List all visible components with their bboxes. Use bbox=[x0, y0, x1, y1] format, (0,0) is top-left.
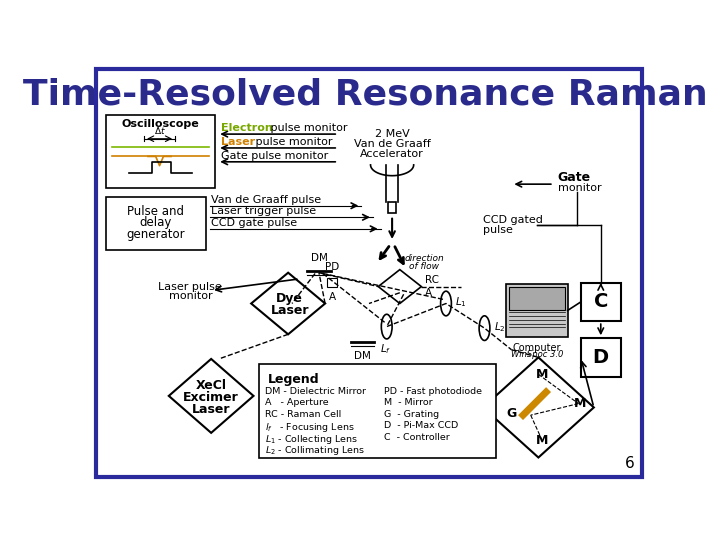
Polygon shape bbox=[251, 273, 325, 334]
Text: Laser: Laser bbox=[271, 304, 309, 317]
Text: $L_f$: $L_f$ bbox=[379, 342, 391, 356]
Text: RC: RC bbox=[426, 275, 439, 286]
Text: Van de Graaff: Van de Graaff bbox=[354, 139, 431, 149]
Text: M: M bbox=[536, 434, 549, 447]
Text: Pulse and: Pulse and bbox=[127, 205, 184, 218]
Ellipse shape bbox=[382, 314, 392, 339]
Polygon shape bbox=[168, 359, 253, 433]
Text: D: D bbox=[593, 348, 609, 367]
Text: Time-Resolved Resonance Raman: Time-Resolved Resonance Raman bbox=[23, 77, 708, 111]
FancyBboxPatch shape bbox=[506, 284, 567, 336]
Text: CCD gated: CCD gated bbox=[483, 215, 543, 225]
Text: delay: delay bbox=[140, 216, 172, 229]
Text: Laser trigger pulse: Laser trigger pulse bbox=[211, 206, 316, 217]
FancyBboxPatch shape bbox=[581, 283, 621, 321]
Text: Gate pulse monitor: Gate pulse monitor bbox=[221, 151, 328, 161]
Text: 2 MeV: 2 MeV bbox=[374, 129, 410, 139]
Text: D  - Pi-Max CCD: D - Pi-Max CCD bbox=[384, 421, 458, 430]
Text: A: A bbox=[328, 292, 336, 301]
Ellipse shape bbox=[441, 291, 451, 316]
Text: $L_2$ - Collimating Lens: $L_2$ - Collimating Lens bbox=[265, 444, 365, 457]
FancyBboxPatch shape bbox=[106, 197, 206, 249]
Text: RC - Raman Cell: RC - Raman Cell bbox=[265, 410, 341, 418]
Text: monitor: monitor bbox=[168, 291, 212, 301]
Ellipse shape bbox=[479, 316, 490, 340]
Text: C  - Controller: C - Controller bbox=[384, 433, 449, 442]
Text: generator: generator bbox=[127, 228, 185, 241]
Text: C: C bbox=[593, 293, 608, 312]
Text: pulse: pulse bbox=[483, 225, 513, 234]
Text: pulse monitor: pulse monitor bbox=[252, 137, 333, 147]
Text: G: G bbox=[507, 407, 517, 420]
Text: 6: 6 bbox=[625, 456, 634, 471]
Text: $l_f$   - Focusing Lens: $l_f$ - Focusing Lens bbox=[265, 421, 355, 434]
FancyBboxPatch shape bbox=[259, 363, 496, 457]
Text: XeCl: XeCl bbox=[196, 379, 227, 392]
FancyBboxPatch shape bbox=[388, 202, 396, 213]
Text: Accelerator: Accelerator bbox=[360, 149, 424, 159]
Text: A   - Aperture: A - Aperture bbox=[265, 398, 328, 407]
Text: monitor: monitor bbox=[558, 183, 601, 193]
FancyBboxPatch shape bbox=[327, 278, 338, 287]
Text: M: M bbox=[574, 397, 586, 410]
Text: DM: DM bbox=[354, 351, 372, 361]
Text: Electron: Electron bbox=[221, 123, 273, 133]
Text: PD - Fast photodiode: PD - Fast photodiode bbox=[384, 387, 482, 396]
Text: M: M bbox=[536, 368, 549, 381]
Text: Gate: Gate bbox=[558, 172, 591, 185]
Text: $L_1$: $L_1$ bbox=[455, 295, 467, 309]
Text: Computer: Computer bbox=[513, 343, 561, 353]
Text: A: A bbox=[426, 288, 432, 298]
Text: WinSpoc 3.0: WinSpoc 3.0 bbox=[510, 350, 563, 360]
Text: Excimer: Excimer bbox=[184, 391, 239, 404]
Text: M  - Mirror: M - Mirror bbox=[384, 398, 432, 407]
Text: G  - Grating: G - Grating bbox=[384, 410, 438, 418]
Text: DM - Dielectric Mirror: DM - Dielectric Mirror bbox=[265, 387, 366, 396]
Text: $\Delta t$: $\Delta t$ bbox=[153, 125, 166, 136]
FancyBboxPatch shape bbox=[509, 287, 564, 309]
Polygon shape bbox=[378, 269, 421, 303]
Text: $L_2$: $L_2$ bbox=[494, 320, 505, 334]
Text: of flow: of flow bbox=[410, 262, 439, 271]
FancyBboxPatch shape bbox=[106, 115, 215, 188]
Text: Laser pulse: Laser pulse bbox=[158, 281, 222, 292]
Text: Laser: Laser bbox=[221, 137, 256, 147]
Text: Oscilloscope: Oscilloscope bbox=[122, 119, 199, 129]
Text: Laser: Laser bbox=[192, 403, 230, 416]
Text: direction: direction bbox=[405, 254, 444, 264]
Text: pulse monitor: pulse monitor bbox=[267, 123, 348, 133]
FancyBboxPatch shape bbox=[581, 338, 621, 377]
Text: PD: PD bbox=[325, 262, 339, 272]
Text: DM: DM bbox=[310, 253, 328, 264]
Polygon shape bbox=[483, 357, 594, 457]
Text: Van de Graaff pulse: Van de Graaff pulse bbox=[211, 195, 321, 205]
Text: $L_1$ - Collecting Lens: $L_1$ - Collecting Lens bbox=[265, 433, 359, 446]
Text: Dye: Dye bbox=[276, 292, 303, 305]
Text: Legend: Legend bbox=[268, 373, 320, 386]
Text: CCD gate pulse: CCD gate pulse bbox=[211, 218, 297, 228]
